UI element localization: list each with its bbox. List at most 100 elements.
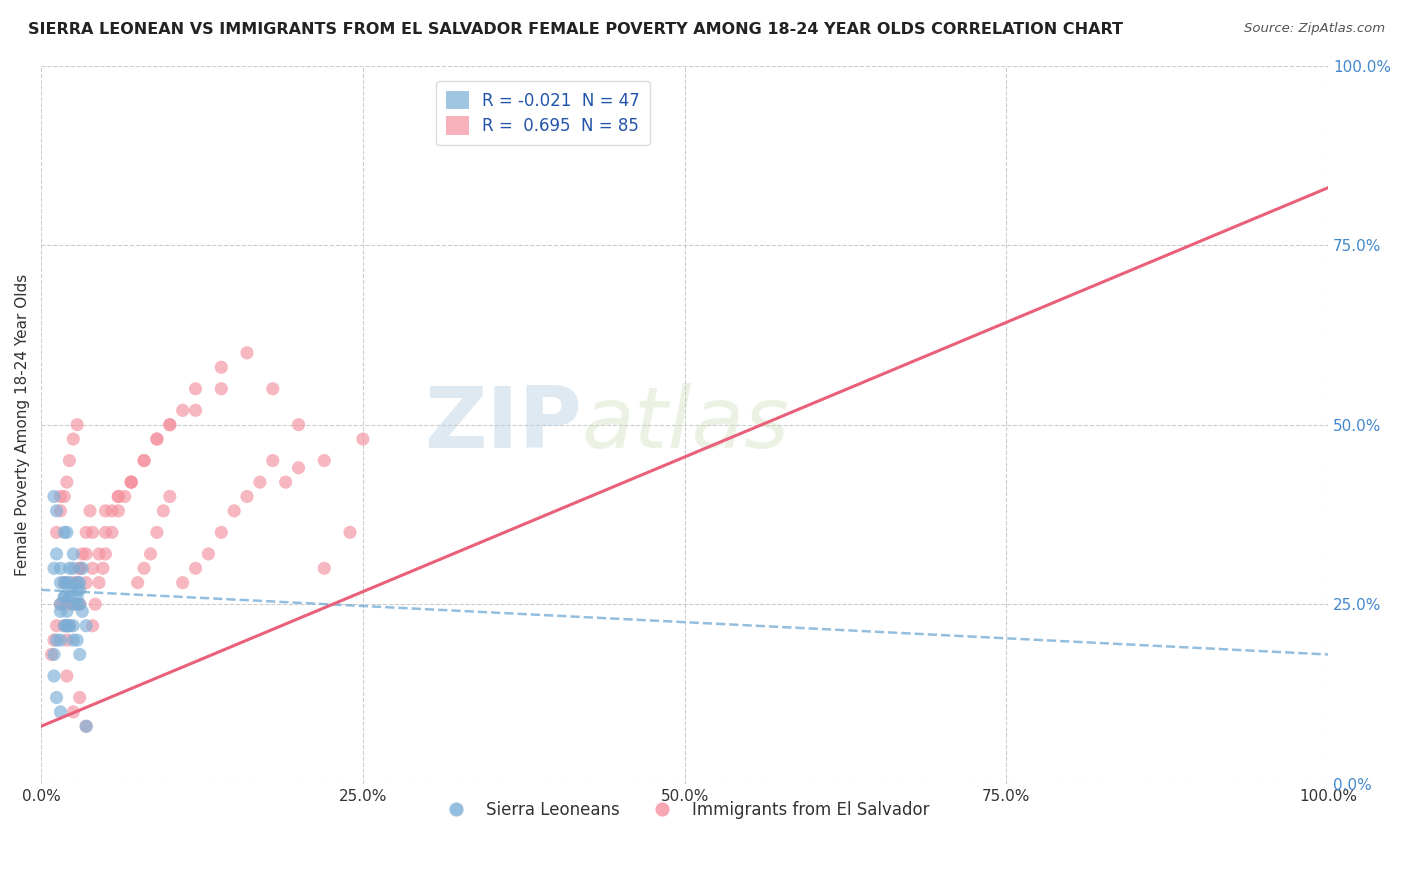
Text: SIERRA LEONEAN VS IMMIGRANTS FROM EL SALVADOR FEMALE POVERTY AMONG 18-24 YEAR OL: SIERRA LEONEAN VS IMMIGRANTS FROM EL SAL… — [28, 22, 1123, 37]
Point — [53, 619, 76, 633]
Point — [49, 597, 72, 611]
Point — [66, 590, 89, 604]
Legend: Sierra Leoneans, Immigrants from El Salvador: Sierra Leoneans, Immigrants from El Salv… — [433, 795, 936, 826]
Point — [45, 690, 67, 705]
Point — [69, 690, 91, 705]
Point — [94, 525, 117, 540]
Point — [274, 475, 297, 489]
Point — [49, 597, 72, 611]
Y-axis label: Female Poverty Among 18-24 Year Olds: Female Poverty Among 18-24 Year Olds — [15, 274, 30, 576]
Point — [82, 525, 104, 540]
Point — [75, 525, 97, 540]
Point — [62, 547, 84, 561]
Point — [42, 633, 65, 648]
Point — [287, 417, 309, 432]
Point — [49, 705, 72, 719]
Point — [75, 547, 97, 561]
Point — [56, 575, 79, 590]
Point — [53, 575, 76, 590]
Point — [49, 504, 72, 518]
Point — [87, 547, 110, 561]
Point — [172, 403, 194, 417]
Point — [66, 633, 89, 648]
Point — [287, 460, 309, 475]
Point — [75, 719, 97, 733]
Point — [127, 575, 149, 590]
Point — [159, 417, 181, 432]
Point — [42, 669, 65, 683]
Point — [159, 417, 181, 432]
Point — [84, 597, 107, 611]
Point — [107, 490, 129, 504]
Point — [69, 582, 91, 597]
Point — [45, 504, 67, 518]
Point — [82, 561, 104, 575]
Point — [53, 590, 76, 604]
Point — [58, 619, 80, 633]
Point — [352, 432, 374, 446]
Point — [120, 475, 142, 489]
Point — [75, 575, 97, 590]
Point — [184, 382, 207, 396]
Point — [262, 453, 284, 467]
Point — [49, 490, 72, 504]
Point — [56, 669, 79, 683]
Point — [45, 619, 67, 633]
Point — [56, 633, 79, 648]
Point — [159, 490, 181, 504]
Point — [41, 648, 63, 662]
Point — [49, 604, 72, 618]
Point — [209, 382, 232, 396]
Point — [69, 575, 91, 590]
Point — [107, 504, 129, 518]
Point — [62, 432, 84, 446]
Point — [58, 619, 80, 633]
Point — [53, 590, 76, 604]
Point — [132, 453, 155, 467]
Point — [72, 547, 94, 561]
Point — [139, 547, 162, 561]
Point — [132, 453, 155, 467]
Point — [262, 382, 284, 396]
Point — [209, 525, 232, 540]
Point — [249, 475, 271, 489]
Point — [314, 453, 336, 467]
Point — [56, 619, 79, 633]
Point — [236, 490, 259, 504]
Point — [58, 453, 80, 467]
Point — [75, 719, 97, 733]
Point — [69, 648, 91, 662]
Point — [66, 597, 89, 611]
Point — [87, 575, 110, 590]
Point — [72, 561, 94, 575]
Point — [42, 490, 65, 504]
Point — [49, 633, 72, 648]
Point — [224, 504, 246, 518]
Point — [146, 432, 169, 446]
Point — [146, 432, 169, 446]
Point — [94, 504, 117, 518]
Point — [75, 619, 97, 633]
Point — [66, 575, 89, 590]
Point — [62, 705, 84, 719]
Point — [120, 475, 142, 489]
Point — [69, 561, 91, 575]
Point — [56, 604, 79, 618]
Point — [53, 490, 76, 504]
Point — [42, 648, 65, 662]
Point — [132, 561, 155, 575]
Point — [58, 582, 80, 597]
Point — [62, 575, 84, 590]
Point — [62, 619, 84, 633]
Point — [107, 490, 129, 504]
Point — [49, 561, 72, 575]
Point — [69, 561, 91, 575]
Point — [45, 525, 67, 540]
Point — [53, 619, 76, 633]
Point — [209, 360, 232, 375]
Point — [42, 561, 65, 575]
Point — [66, 582, 89, 597]
Point — [56, 619, 79, 633]
Point — [79, 504, 101, 518]
Point — [56, 525, 79, 540]
